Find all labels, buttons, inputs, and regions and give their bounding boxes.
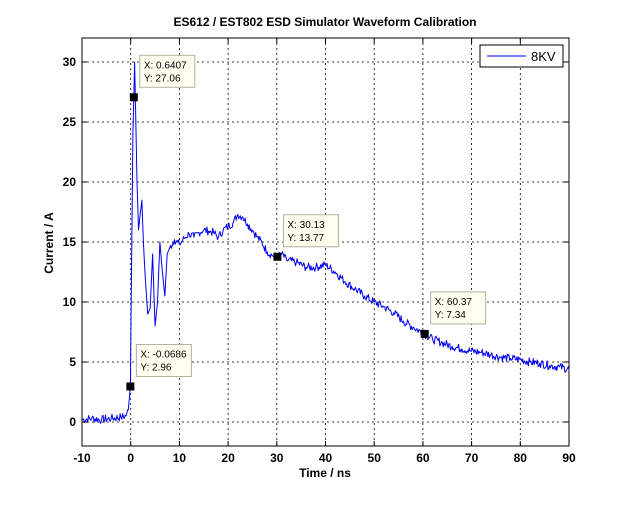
x-tick-label: 10	[173, 451, 187, 465]
y-tick-label: 5	[69, 355, 76, 369]
y-axis-label: Current / A	[42, 212, 56, 274]
datatip: X: 60.37 Y: 7.34	[420, 291, 487, 338]
x-tick-label: 80	[514, 451, 528, 465]
datatip: X: 30.13 Y: 13.77	[273, 214, 339, 261]
y-tick-label: 10	[63, 295, 77, 309]
series-line-8kv	[82, 61, 570, 424]
legend-label-8kv: 8KV	[531, 49, 556, 64]
x-tick-label: 30	[270, 451, 284, 465]
datatip-box	[282, 214, 339, 248]
datatip-y-label: Y: 13.77	[287, 233, 324, 244]
datatip: X: 0.6407 Y: 27.06	[129, 54, 196, 102]
datatip-x-label: X: 30.13	[287, 220, 325, 231]
y-tick-label: 15	[63, 235, 77, 249]
x-axis-label: Time / ns	[299, 466, 351, 480]
plot-area: -10 0 10 20 30 40 50 60 70 80 90 0 5 10 15 20 25 30 8KV X: …	[63, 37, 576, 465]
datatip-box	[139, 54, 196, 88]
datatip-y-label: Y: 2.96	[140, 362, 172, 373]
y-tick-label: 0	[69, 415, 76, 429]
datatip-x-label: X: -0.0686	[140, 349, 187, 360]
datatip-marker	[126, 382, 135, 391]
datatip-marker	[420, 329, 429, 338]
datatip-marker	[129, 93, 138, 102]
legend: 8KV	[479, 44, 564, 68]
x-tick-label: 90	[562, 451, 576, 465]
x-tick-label: 50	[368, 451, 382, 465]
x-tick-label: 0	[127, 451, 134, 465]
y-tick-label: 25	[63, 115, 77, 129]
chart-title: ES612 / EST802 ESD Simulator Waveform Ca…	[174, 15, 477, 29]
datatip-y-label: Y: 7.34	[435, 310, 467, 321]
x-tick-label: 60	[416, 451, 430, 465]
datatip-box	[430, 291, 487, 325]
datatip-box	[135, 343, 192, 377]
datatip-x-label: X: 60.37	[435, 297, 473, 308]
x-tick-label: 40	[319, 451, 333, 465]
y-tick-label: 20	[63, 175, 77, 189]
y-tick-label: 30	[63, 55, 77, 69]
datatip: X: -0.0686 Y: 2.96	[126, 343, 192, 391]
datatip-marker	[273, 252, 282, 261]
datatip-x-label: X: 0.6407	[144, 60, 187, 71]
x-tick-label: 20	[221, 451, 235, 465]
x-tick-label: 70	[465, 451, 479, 465]
datatip-y-label: Y: 27.06	[144, 73, 181, 84]
x-tick-label: -10	[73, 451, 91, 465]
